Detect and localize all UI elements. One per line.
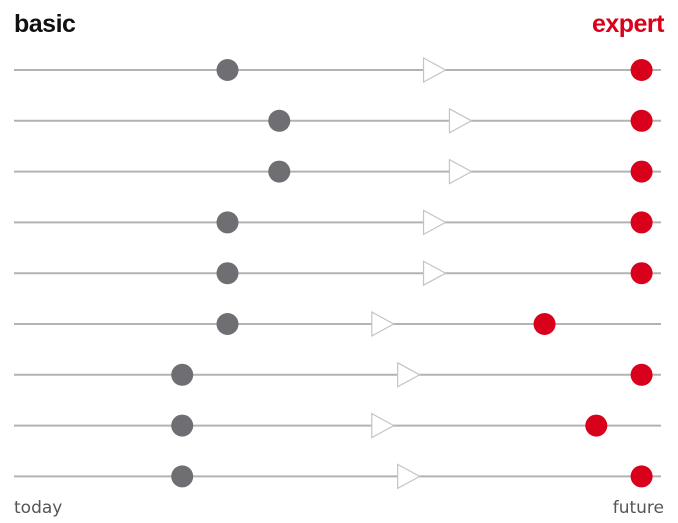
timeline-row bbox=[14, 361, 661, 388]
target-marker bbox=[422, 260, 447, 287]
current-level-marker bbox=[216, 59, 239, 81]
target-marker bbox=[371, 310, 396, 338]
label-basic: basic bbox=[14, 10, 76, 38]
current-level-marker bbox=[171, 414, 194, 437]
expert-level-marker bbox=[630, 465, 653, 488]
current-level-marker bbox=[216, 313, 239, 335]
timeline-row bbox=[14, 209, 661, 236]
label-today: today bbox=[14, 498, 63, 518]
target-marker bbox=[422, 56, 447, 84]
target-marker bbox=[448, 107, 473, 134]
timeline-row bbox=[14, 412, 661, 439]
expert-level-marker bbox=[585, 414, 608, 437]
current-level-marker bbox=[268, 160, 291, 183]
timeline-row bbox=[14, 56, 661, 84]
expert-level-marker bbox=[630, 59, 653, 81]
timeline-row bbox=[14, 260, 661, 287]
expert-level-marker bbox=[533, 313, 556, 335]
timeline-row bbox=[14, 107, 661, 134]
timeline-row bbox=[14, 158, 661, 185]
current-level-marker bbox=[268, 109, 291, 132]
current-level-marker bbox=[171, 465, 194, 488]
current-level-marker bbox=[171, 363, 194, 386]
target-marker bbox=[397, 463, 421, 490]
expert-level-marker bbox=[630, 262, 653, 285]
expert-level-marker bbox=[630, 109, 653, 132]
label-expert: expert bbox=[591, 10, 665, 38]
label-future: future bbox=[612, 498, 664, 518]
expert-level-marker bbox=[630, 160, 653, 183]
timeline-row bbox=[14, 310, 661, 338]
target-marker bbox=[371, 412, 396, 439]
target-marker bbox=[448, 158, 473, 185]
target-marker bbox=[422, 209, 447, 236]
expert-level-marker bbox=[630, 363, 653, 386]
current-level-marker bbox=[216, 211, 239, 234]
expert-level-marker bbox=[630, 211, 653, 234]
timeline-row bbox=[14, 463, 661, 490]
current-level-marker bbox=[216, 262, 239, 285]
target-marker bbox=[397, 361, 421, 388]
